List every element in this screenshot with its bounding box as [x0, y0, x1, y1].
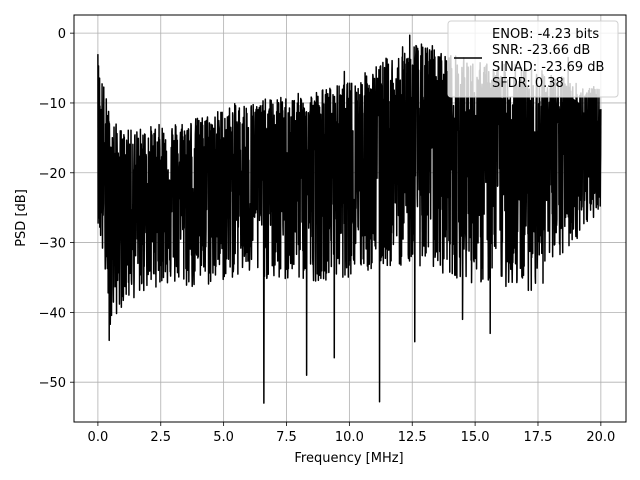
x-axis-label: Frequency [MHz] [294, 451, 403, 466]
y-tick-label: −10 [39, 97, 66, 112]
x-axis-ticks: 0.0 2.5 5.0 7.5 10.0 12.5 15.0 17.5 20.0 [88, 422, 615, 445]
legend: ENOB: -4.23 bits SNR: -23.66 dB SINAD: -… [447, 20, 619, 98]
x-tick-label: 7.5 [276, 430, 297, 445]
y-tick-label: −20 [39, 167, 66, 182]
plot-area [97, 34, 602, 404]
y-tick-label: −50 [39, 376, 66, 391]
legend-sinad: SINAD: -23.69 dB [492, 60, 604, 75]
plot-frame [73, 14, 627, 423]
x-tick-label: 0.0 [88, 430, 109, 445]
y-axis-label: PSD [dB] [14, 189, 29, 247]
x-tick-label: 10.0 [335, 430, 364, 445]
x-tick-label: 12.5 [398, 430, 427, 445]
psd-trace [97, 34, 602, 404]
legend-enob: ENOB: -4.23 bits [492, 27, 599, 42]
x-tick-label: 20.0 [586, 430, 615, 445]
x-tick-label: 15.0 [461, 430, 490, 445]
legend-sfdr: SFDR: 0.38 [492, 76, 564, 91]
y-tick-label: −40 [39, 306, 66, 321]
x-tick-label: 17.5 [524, 430, 553, 445]
x-tick-label: 5.0 [213, 430, 234, 445]
legend-snr: SNR: -23.66 dB [492, 43, 590, 58]
y-tick-label: 0 [58, 27, 66, 42]
y-tick-label: −30 [39, 237, 66, 252]
y-axis-ticks: 0 −10 −20 −30 −40 −50 [39, 27, 74, 391]
legend-box [447, 20, 619, 98]
x-tick-label: 2.5 [150, 430, 171, 445]
